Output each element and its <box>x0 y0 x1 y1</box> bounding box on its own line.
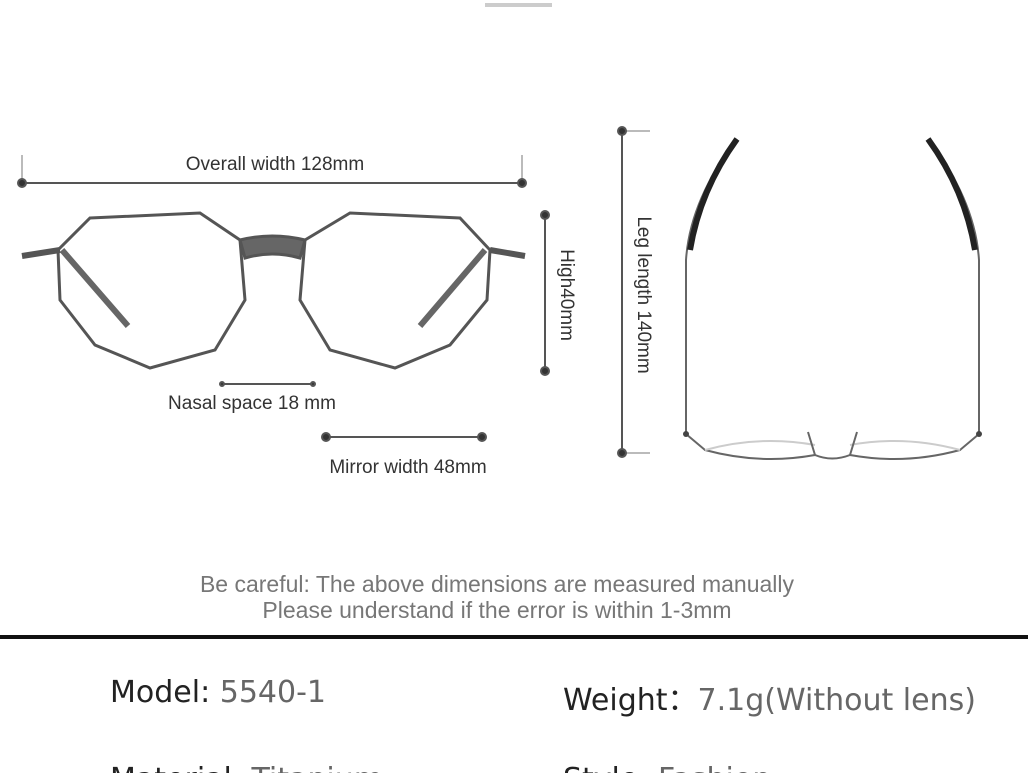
spec: Weight：7.1g(Without lens) <box>563 675 976 719</box>
spec-value: Titanium <box>252 762 383 773</box>
spec-label: Material: <box>110 762 242 773</box>
spec: Material: Titanium <box>110 762 383 773</box>
note-line: Please understand if the error is within… <box>262 597 731 623</box>
separator <box>0 635 1028 639</box>
spec: Model: 5540-1 <box>110 675 326 710</box>
hinge <box>976 431 982 437</box>
height-dim <box>540 210 550 376</box>
mirror-label: Mirror width 48mm <box>329 457 486 478</box>
cut-row: Material: Titanium Style: Fashion <box>0 762 1028 773</box>
top-bar <box>485 3 552 7</box>
overall-width-label: Overall width 128mm <box>186 154 364 175</box>
spec: Style: Fashion <box>563 762 771 773</box>
mirror-dim <box>321 432 487 442</box>
note-line: Be careful: The above dimensions are mea… <box>200 571 795 597</box>
spec-value: 5540-1 <box>219 675 326 710</box>
overall-width-dim <box>17 155 527 188</box>
leg-dim <box>617 126 650 458</box>
spec-label: Model: <box>110 675 211 710</box>
hinge <box>683 431 689 437</box>
height-label: High40mm <box>556 249 577 341</box>
spec-label: Style: <box>563 762 648 773</box>
nasal-dim <box>219 381 316 387</box>
spec-value: Fashion <box>658 762 771 773</box>
spec-value: 7.1g(Without lens) <box>697 683 976 718</box>
leg-label: Leg length 140mm <box>633 216 654 373</box>
spec-label: Weight： <box>563 683 698 718</box>
glasses-top <box>685 137 980 460</box>
glasses-front <box>21 211 526 370</box>
nasal-label: Nasal space 18 mm <box>168 393 336 414</box>
